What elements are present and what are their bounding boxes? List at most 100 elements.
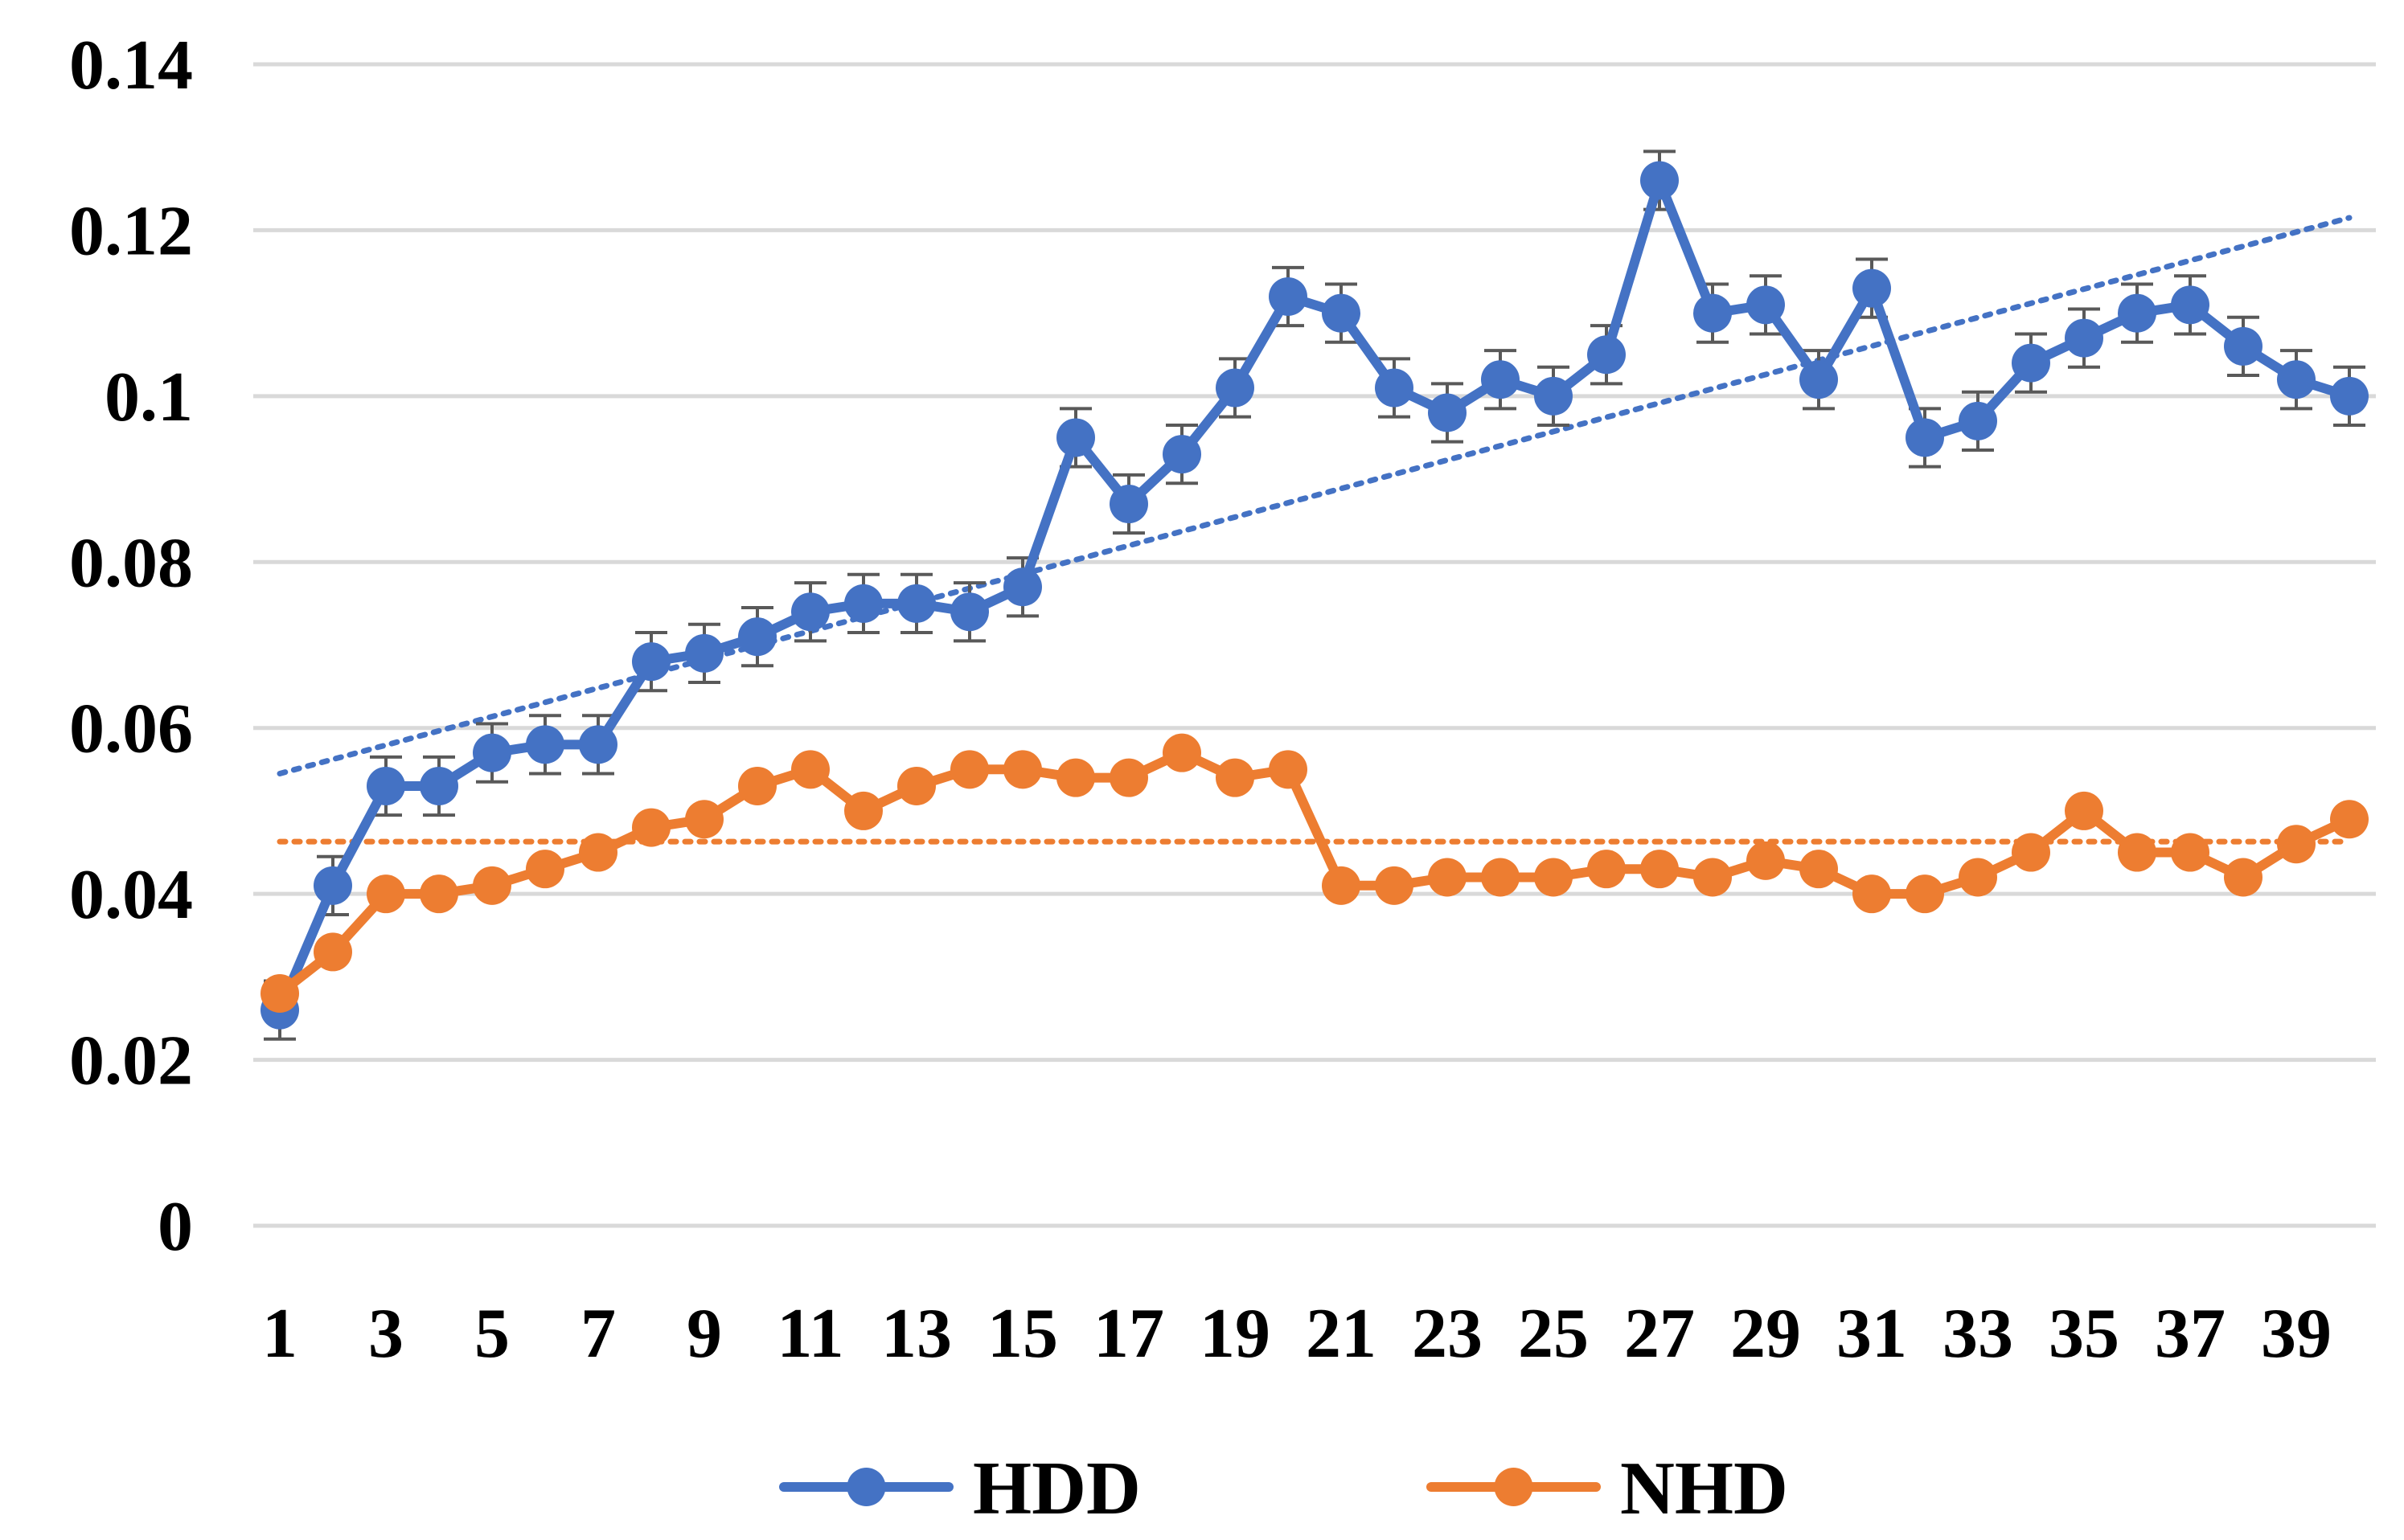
data-point-nhd: [1746, 841, 1785, 880]
data-point-hdd: [791, 592, 830, 632]
legend-label: HDD: [973, 1447, 1141, 1530]
data-point-hdd: [526, 725, 564, 764]
data-point-nhd: [2224, 858, 2262, 897]
data-point-nhd: [1003, 750, 1042, 789]
data-point-nhd: [1587, 850, 1626, 889]
data-point-hdd: [897, 584, 936, 623]
data-point-hdd: [1269, 277, 1307, 316]
data-point-nhd: [1322, 866, 1360, 905]
data-point-hdd: [950, 592, 989, 632]
data-point-nhd: [526, 850, 564, 889]
data-point-hdd: [1746, 285, 1785, 325]
x-tick-label: 21: [1306, 1295, 1376, 1373]
x-tick-label: 33: [1942, 1295, 2013, 1373]
x-tick-label: 5: [474, 1295, 510, 1373]
data-point-hdd: [2330, 376, 2369, 416]
data-point-hdd: [1481, 360, 1520, 399]
y-axis-tick-labels: 0 0.02 0.04 0.06 0.08 0.1 0.12 0.14: [69, 27, 193, 1266]
data-point-nhd: [1056, 758, 1095, 797]
data-point-nhd: [1693, 858, 1732, 897]
y-tick-label: 0.06: [69, 690, 193, 768]
data-point-nhd: [2118, 833, 2156, 872]
data-point-nhd: [844, 791, 883, 830]
gridlines: [253, 62, 2376, 1228]
x-tick-label: 9: [687, 1295, 722, 1373]
data-point-hdd: [632, 642, 671, 682]
data-point-hdd: [579, 725, 617, 764]
data-point-hdd: [1163, 435, 1201, 474]
x-axis-tick-labels: 1 3 5 7 9 11 13 15 17 19 21 23 25 27 29 31 33 35 37 39: [262, 1295, 2332, 1373]
data-point-hdd: [2118, 293, 2156, 333]
y-tick-label: 0: [158, 1188, 193, 1266]
data-point-hdd: [1587, 335, 1626, 375]
data-point-hdd: [1693, 293, 1732, 333]
trendline-hdd: [277, 215, 2353, 776]
data-point-nhd: [897, 766, 936, 805]
data-point-nhd: [1640, 850, 1679, 889]
data-point-hdd: [420, 766, 458, 805]
data-point-hdd: [2065, 318, 2103, 358]
data-point-nhd: [473, 866, 511, 905]
data-point-nhd: [1269, 750, 1307, 789]
legend-item-hdd: HDD: [779, 1447, 1141, 1530]
data-point-nhd: [1906, 874, 1944, 914]
data-point-nhd: [632, 808, 671, 847]
y-tick-label: 0.1: [105, 358, 193, 436]
data-point-nhd: [1110, 758, 1148, 797]
x-tick-label: 35: [2049, 1295, 2119, 1373]
y-tick-label: 0.02: [69, 1022, 193, 1100]
data-point-hdd: [473, 733, 511, 772]
data-point-hdd: [367, 766, 405, 805]
data-point-nhd: [738, 766, 777, 805]
data-point-hdd: [1003, 567, 1042, 607]
data-point-nhd: [2171, 833, 2209, 872]
x-tick-label: 13: [881, 1295, 952, 1373]
x-tick-label: 25: [1518, 1295, 1589, 1373]
data-point-nhd: [791, 750, 830, 789]
data-point-nhd: [1163, 733, 1201, 772]
x-tick-label: 27: [1624, 1295, 1695, 1373]
data-point-nhd: [685, 800, 724, 839]
legend-swatch-marker: [847, 1468, 886, 1506]
x-tick-label: 19: [1200, 1295, 1270, 1373]
x-tick-label: 23: [1412, 1295, 1483, 1373]
legend: HDD NHD: [779, 1447, 1788, 1530]
data-point-hdd: [2012, 343, 2050, 383]
data-point-nhd: [950, 750, 989, 789]
data-point-nhd: [2065, 791, 2103, 830]
data-point-nhd: [1216, 758, 1254, 797]
data-point-nhd: [1852, 874, 1891, 914]
data-point-nhd: [579, 833, 617, 872]
data-point-hdd: [844, 584, 883, 623]
data-point-nhd: [1534, 858, 1573, 897]
x-tick-label: 37: [2155, 1295, 2226, 1373]
data-point-nhd: [1428, 858, 1467, 897]
data-point-nhd: [1799, 850, 1838, 889]
data-point-hdd: [1534, 376, 1573, 416]
data-point-hdd: [314, 866, 352, 905]
data-series: [261, 161, 2369, 1030]
x-tick-label: 11: [777, 1295, 843, 1373]
x-tick-label: 3: [368, 1295, 404, 1373]
data-point-hdd: [1056, 418, 1095, 457]
x-tick-label: 15: [987, 1295, 1058, 1373]
data-point-hdd: [1852, 268, 1891, 308]
x-tick-label: 29: [1730, 1295, 1801, 1373]
data-point-hdd: [1906, 418, 1944, 457]
data-point-hdd: [1799, 360, 1838, 399]
data-point-nhd: [367, 874, 405, 914]
legend-label: NHD: [1620, 1447, 1788, 1530]
data-point-hdd: [2277, 360, 2316, 399]
data-point-hdd: [1959, 401, 1997, 440]
data-point-nhd: [1375, 866, 1413, 905]
x-tick-label: 7: [580, 1295, 616, 1373]
data-point-nhd: [1959, 858, 1997, 897]
y-tick-label: 0.12: [69, 192, 193, 270]
data-point-hdd: [2224, 326, 2262, 366]
data-point-nhd: [2012, 833, 2050, 872]
data-point-hdd: [738, 617, 777, 657]
data-point-nhd: [420, 874, 458, 914]
x-tick-label: 1: [262, 1295, 297, 1373]
